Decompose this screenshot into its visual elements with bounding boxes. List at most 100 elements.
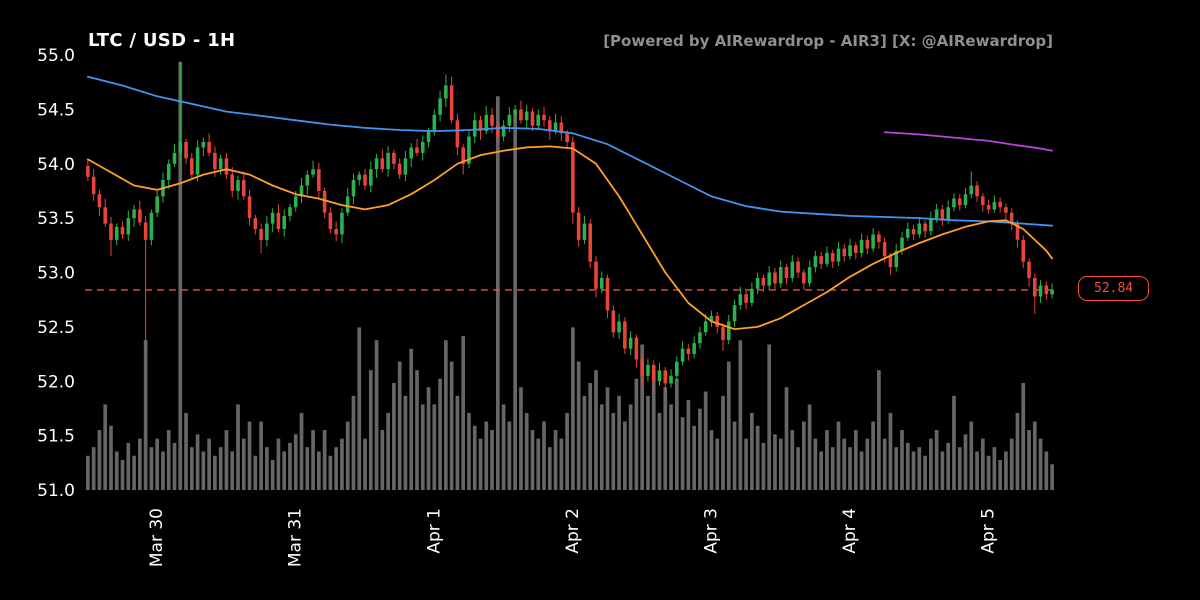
volume-bar [293, 434, 298, 490]
candle-body [975, 185, 979, 197]
y-axis-tick-label: 51.5 [37, 427, 75, 447]
volume-bar [230, 451, 235, 490]
candle-body [565, 133, 569, 142]
volume-bar [1050, 464, 1054, 490]
volume-bar [605, 387, 610, 490]
candle-body [738, 294, 743, 306]
volume-bar [1038, 438, 1043, 490]
x-axis-tick-label: Apr 3 [701, 508, 721, 554]
candle-body [166, 163, 171, 181]
volume-bar [178, 62, 183, 490]
candle-body [825, 252, 829, 264]
candle-body [149, 212, 154, 240]
candle-body [1044, 285, 1049, 295]
candle-body [623, 321, 627, 349]
candle-body [854, 245, 858, 253]
volume-bar [455, 395, 460, 490]
candle-body [813, 256, 818, 268]
candle-body [282, 215, 286, 229]
candle-body [588, 223, 592, 262]
volume-bar [732, 421, 737, 490]
candle-body [686, 348, 691, 355]
candle-body [634, 337, 639, 360]
candle-body [911, 229, 916, 235]
volume-bar [842, 438, 847, 490]
candle-body [507, 114, 512, 126]
candle-body [155, 196, 159, 213]
candle-body [392, 152, 396, 164]
volume-bar [403, 395, 408, 490]
candle-body [646, 364, 650, 376]
candle-body [449, 85, 454, 121]
candle-body [265, 223, 269, 240]
candle-body [241, 180, 246, 197]
x-axis-tick-label: Apr 2 [563, 508, 583, 554]
volume-bar [265, 447, 269, 490]
volume-bar [871, 421, 875, 490]
candle-body [426, 131, 431, 142]
volume-bar [784, 387, 789, 490]
volume-bar [368, 370, 373, 490]
candle-body [929, 218, 933, 232]
candle-body [496, 125, 500, 137]
candle-body [663, 370, 668, 384]
volume-bar [911, 451, 916, 490]
candle-body [703, 321, 708, 333]
volume-bar [103, 404, 108, 490]
volume-bar [299, 412, 304, 490]
candle-body [230, 174, 235, 191]
volume-bar [322, 430, 327, 490]
candle-body [576, 212, 581, 240]
candle-body [1009, 212, 1014, 224]
volume-bar [409, 348, 414, 490]
candle-body [484, 114, 489, 132]
volume-bar [778, 438, 783, 490]
candle-body [415, 147, 419, 153]
volume-bar [594, 370, 598, 490]
candle-body [657, 370, 662, 382]
volume-bar [109, 425, 113, 490]
volume-bar [270, 460, 275, 490]
candle-body [218, 158, 223, 170]
volume-bar [513, 113, 517, 491]
volume-bar [247, 421, 252, 490]
candle-body [328, 212, 333, 229]
volume-bar [340, 438, 344, 490]
volume-bar [357, 327, 362, 490]
candle-body [513, 109, 517, 115]
volume-bar [392, 383, 396, 490]
candle-body [571, 142, 575, 213]
volume-bar [1004, 451, 1008, 490]
volume-bar [288, 442, 292, 490]
volume-bar [143, 340, 148, 490]
candle-body [1027, 261, 1031, 278]
volume-bar [472, 425, 477, 490]
candle-body [726, 321, 731, 340]
volume-bar [674, 378, 679, 490]
volume-bar [923, 455, 927, 490]
candle-body [311, 169, 315, 175]
candle-body [184, 142, 188, 159]
candle-body [432, 114, 437, 132]
candle-body [721, 326, 725, 340]
candle-body [651, 364, 656, 382]
volume-bar [444, 340, 448, 490]
volume-bar [328, 455, 333, 490]
x-axis-tick-label: Mar 30 [147, 508, 167, 567]
candle-body [190, 158, 194, 175]
volume-bar [213, 455, 217, 490]
y-axis-tick-label: 53.0 [37, 264, 75, 284]
volume-bar [305, 447, 310, 490]
volume-bar [207, 438, 211, 490]
volume-bar [461, 335, 466, 490]
candle-body [888, 256, 893, 268]
volume-bar [657, 412, 662, 490]
candle-body [132, 209, 136, 219]
volume-bar [236, 404, 240, 490]
volume-bar [796, 447, 800, 490]
candle-body [334, 229, 338, 235]
candle-body [923, 223, 927, 232]
candle-body [363, 174, 367, 186]
volume-bar [986, 455, 991, 490]
